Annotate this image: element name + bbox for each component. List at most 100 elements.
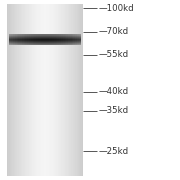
Bar bbox=[63, 37, 65, 38]
Bar bbox=[41, 42, 43, 43]
Bar bbox=[24, 43, 26, 44]
Bar bbox=[20, 37, 22, 38]
Bar bbox=[75, 43, 77, 44]
Bar bbox=[79, 37, 81, 38]
Bar bbox=[43, 43, 45, 44]
Bar bbox=[18, 44, 20, 45]
Bar bbox=[36, 41, 38, 42]
Bar bbox=[31, 36, 33, 37]
Bar bbox=[57, 42, 59, 43]
Bar bbox=[36, 35, 38, 36]
Bar bbox=[27, 37, 29, 38]
Bar bbox=[45, 4, 46, 176]
Bar bbox=[56, 39, 58, 40]
Bar bbox=[52, 38, 54, 39]
Bar bbox=[72, 36, 74, 37]
Bar bbox=[25, 39, 27, 40]
Bar bbox=[11, 41, 13, 42]
Bar bbox=[22, 39, 24, 40]
Bar bbox=[77, 38, 79, 39]
Bar bbox=[34, 4, 35, 176]
Bar bbox=[72, 37, 74, 38]
Bar bbox=[34, 35, 36, 36]
Bar bbox=[70, 43, 72, 44]
Bar bbox=[43, 39, 45, 40]
Bar bbox=[13, 43, 15, 44]
Bar bbox=[31, 41, 33, 42]
Bar bbox=[79, 35, 81, 36]
Bar bbox=[31, 4, 33, 176]
Bar bbox=[13, 43, 15, 44]
Bar bbox=[66, 41, 68, 42]
Bar bbox=[70, 38, 72, 39]
Bar bbox=[40, 35, 42, 36]
Bar bbox=[17, 39, 19, 40]
Bar bbox=[61, 37, 63, 38]
Bar bbox=[31, 40, 33, 41]
Bar bbox=[10, 38, 11, 39]
Bar bbox=[70, 35, 72, 36]
Bar bbox=[49, 41, 51, 42]
Text: —70kd: —70kd bbox=[99, 27, 129, 36]
Bar bbox=[36, 40, 38, 41]
Bar bbox=[54, 39, 56, 40]
Bar bbox=[17, 43, 19, 44]
Bar bbox=[56, 39, 58, 40]
Bar bbox=[24, 40, 26, 41]
Bar bbox=[13, 40, 15, 41]
Bar bbox=[50, 42, 52, 43]
Bar bbox=[15, 37, 17, 38]
Bar bbox=[65, 39, 66, 40]
Bar bbox=[41, 37, 43, 38]
Bar bbox=[63, 41, 65, 42]
Bar bbox=[79, 41, 81, 42]
Bar bbox=[68, 44, 70, 45]
Bar bbox=[49, 42, 51, 43]
Bar bbox=[10, 36, 11, 37]
Bar bbox=[31, 35, 33, 36]
Bar bbox=[54, 4, 55, 176]
Bar bbox=[40, 38, 42, 39]
Bar bbox=[53, 4, 54, 176]
Bar bbox=[50, 43, 52, 44]
Bar bbox=[49, 39, 51, 40]
Bar bbox=[27, 43, 29, 44]
Bar bbox=[59, 35, 61, 36]
Bar bbox=[20, 42, 22, 43]
Bar bbox=[13, 41, 15, 42]
Bar bbox=[29, 43, 31, 44]
Bar bbox=[43, 43, 45, 44]
Bar bbox=[20, 37, 22, 38]
Bar bbox=[57, 42, 59, 43]
Bar bbox=[77, 42, 79, 43]
Bar bbox=[29, 39, 31, 40]
Bar bbox=[45, 42, 47, 43]
Bar bbox=[41, 40, 43, 41]
Bar bbox=[36, 36, 38, 37]
Bar bbox=[20, 39, 22, 40]
Bar bbox=[61, 40, 63, 41]
Bar bbox=[27, 37, 29, 38]
Bar bbox=[54, 40, 56, 41]
Bar bbox=[68, 4, 69, 176]
Bar bbox=[24, 36, 26, 37]
Bar bbox=[13, 41, 15, 42]
Bar bbox=[24, 39, 26, 40]
Bar bbox=[43, 35, 45, 36]
Bar bbox=[47, 42, 49, 43]
Bar bbox=[27, 35, 29, 36]
Bar bbox=[52, 35, 54, 36]
Bar bbox=[75, 43, 77, 44]
Bar bbox=[29, 43, 31, 44]
Bar bbox=[41, 43, 43, 44]
Bar bbox=[73, 38, 75, 39]
Bar bbox=[11, 39, 13, 40]
Bar bbox=[26, 4, 28, 176]
Bar bbox=[18, 39, 20, 40]
Bar bbox=[25, 42, 27, 43]
Bar bbox=[66, 35, 68, 36]
Bar bbox=[18, 43, 20, 44]
Bar bbox=[13, 42, 15, 43]
Bar bbox=[15, 41, 17, 42]
Bar bbox=[11, 41, 13, 42]
